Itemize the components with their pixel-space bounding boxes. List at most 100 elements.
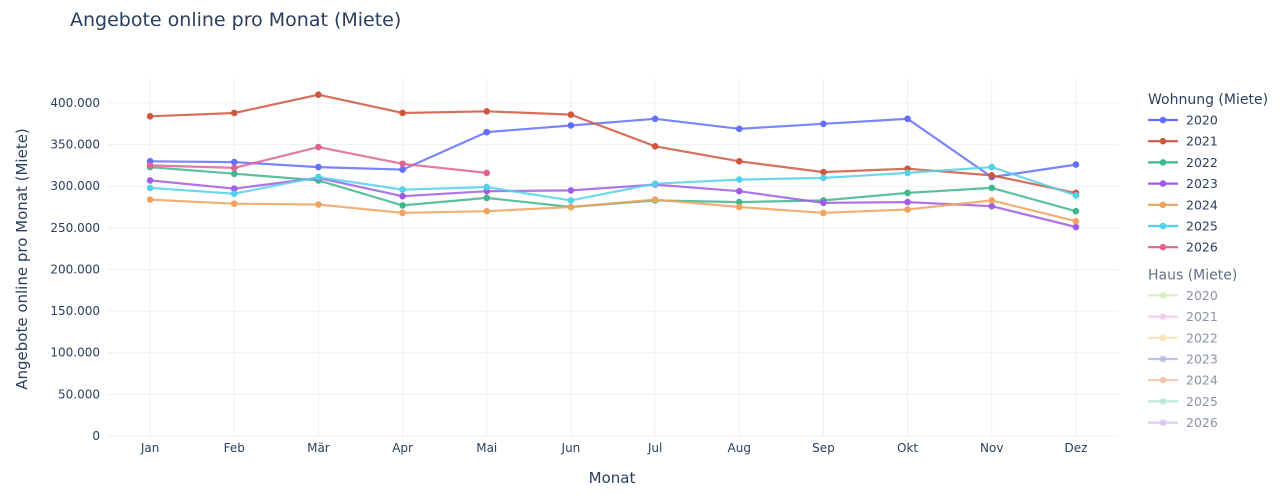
data-point[interactable] xyxy=(1072,161,1080,168)
data-point[interactable] xyxy=(567,122,575,129)
data-point[interactable] xyxy=(146,196,154,203)
data-point[interactable] xyxy=(820,168,827,176)
data-point[interactable] xyxy=(651,115,659,123)
data-point[interactable] xyxy=(988,197,996,204)
x-tick-label: Jan xyxy=(140,441,160,455)
data-point[interactable] xyxy=(651,180,659,188)
legend[interactable]: Wohnung (Miete) 2020 2021 2022 2023 2024 2025 2… xyxy=(1148,92,1268,430)
data-point[interactable] xyxy=(820,199,827,207)
data-point[interactable] xyxy=(230,190,238,198)
data-point[interactable] xyxy=(651,196,659,203)
data-point[interactable] xyxy=(735,198,743,206)
data-point[interactable] xyxy=(483,108,491,115)
legend-item-2026[interactable]: 2026 xyxy=(1148,240,1218,255)
data-point[interactable] xyxy=(567,203,575,211)
data-point[interactable] xyxy=(483,183,491,191)
data-point[interactable] xyxy=(904,198,911,206)
legend-item-2022[interactable]: 2022 xyxy=(1148,155,1218,170)
data-point[interactable] xyxy=(988,172,996,179)
data-point[interactable] xyxy=(735,157,743,165)
legend-item-2020[interactable]: 2020 xyxy=(1148,113,1218,128)
legend-item-2022[interactable]: 2022 xyxy=(1148,330,1218,345)
data-point[interactable] xyxy=(904,115,911,123)
data-point[interactable] xyxy=(820,120,827,128)
data-point[interactable] xyxy=(567,197,575,204)
legend-swatch-marker xyxy=(1159,180,1167,187)
legend-label: 2022 xyxy=(1186,330,1218,345)
data-point[interactable] xyxy=(567,187,575,194)
data-point[interactable] xyxy=(399,166,406,173)
data-point[interactable] xyxy=(820,209,827,217)
data-point[interactable] xyxy=(651,142,659,150)
legend-item-2021[interactable]: 2021 xyxy=(1148,134,1218,149)
legend-label: 2025 xyxy=(1186,394,1218,409)
data-point[interactable] xyxy=(146,112,154,120)
data-point[interactable] xyxy=(146,162,154,169)
data-point[interactable] xyxy=(735,125,743,133)
data-point[interactable] xyxy=(230,185,238,193)
data-point[interactable] xyxy=(230,164,238,172)
data-point[interactable] xyxy=(399,109,406,117)
data-point[interactable] xyxy=(483,207,491,215)
data-point[interactable] xyxy=(399,192,406,200)
data-point[interactable] xyxy=(483,128,491,136)
legend-group-title: Haus (Miete) xyxy=(1148,267,1237,283)
data-point[interactable] xyxy=(399,186,406,193)
series-line xyxy=(150,166,1077,202)
legend-label: 2026 xyxy=(1186,240,1218,255)
data-point[interactable] xyxy=(315,163,322,171)
legend-item-2026[interactable]: 2026 xyxy=(1148,415,1218,430)
legend-label: 2021 xyxy=(1186,134,1218,149)
data-point[interactable] xyxy=(146,184,154,192)
data-point[interactable] xyxy=(988,163,996,171)
legend-swatch-marker xyxy=(1159,243,1167,251)
x-axis-title: Monat xyxy=(589,469,636,487)
data-point[interactable] xyxy=(230,158,238,166)
data-point[interactable] xyxy=(315,143,322,151)
data-point[interactable] xyxy=(483,169,491,177)
data-point[interactable] xyxy=(735,203,743,211)
data-point[interactable] xyxy=(230,170,238,178)
data-point[interactable] xyxy=(988,202,996,210)
data-point[interactable] xyxy=(315,91,322,98)
data-point[interactable] xyxy=(230,109,238,117)
data-point[interactable] xyxy=(1072,207,1080,215)
data-point[interactable] xyxy=(820,174,827,182)
y-tick-label: 250.000 xyxy=(50,221,100,235)
data-point[interactable] xyxy=(315,201,322,208)
legend-item-2025[interactable]: 2025 xyxy=(1148,219,1218,234)
data-point[interactable] xyxy=(483,194,491,202)
legend-label: 2024 xyxy=(1186,197,1218,212)
legend-swatch-marker xyxy=(1159,313,1167,320)
legend-item-2024[interactable]: 2024 xyxy=(1148,197,1218,212)
data-point[interactable] xyxy=(735,176,743,183)
y-axis: 0 50.000 100.000 150.000 200.000 250.000 300.0… xyxy=(50,96,100,443)
data-point[interactable] xyxy=(230,200,238,208)
data-point[interactable] xyxy=(567,111,575,118)
legend-item-2020[interactable]: 2020 xyxy=(1148,288,1218,303)
data-point[interactable] xyxy=(904,189,911,197)
legend-item-2021[interactable]: 2021 xyxy=(1148,309,1218,324)
data-point[interactable] xyxy=(1072,192,1080,199)
data-point[interactable] xyxy=(399,209,406,217)
data-point[interactable] xyxy=(1072,217,1080,225)
chart-title: Angebote online pro Monat (Miete) xyxy=(70,9,401,31)
x-tick-label: Mär xyxy=(307,441,330,455)
legend-item-2025[interactable]: 2025 xyxy=(1148,394,1218,409)
legend-item-2024[interactable]: 2024 xyxy=(1148,373,1218,388)
data-point[interactable] xyxy=(399,202,406,209)
data-point[interactable] xyxy=(988,184,996,192)
legend-item-2023[interactable]: 2023 xyxy=(1148,176,1218,191)
data-point[interactable] xyxy=(735,187,743,195)
data-point[interactable] xyxy=(1072,223,1080,231)
legend-swatch-marker xyxy=(1159,398,1167,405)
legend-item-2023[interactable]: 2023 xyxy=(1148,352,1218,367)
data-point[interactable] xyxy=(146,177,154,184)
data-point[interactable] xyxy=(904,169,911,177)
data-point[interactable] xyxy=(904,206,911,213)
data-point[interactable] xyxy=(315,173,322,181)
legend-group-title: Wohnung (Miete) xyxy=(1148,92,1268,108)
data-point[interactable] xyxy=(399,160,406,168)
legend-label: 2021 xyxy=(1186,309,1218,324)
x-tick-label: Jun xyxy=(561,441,581,455)
